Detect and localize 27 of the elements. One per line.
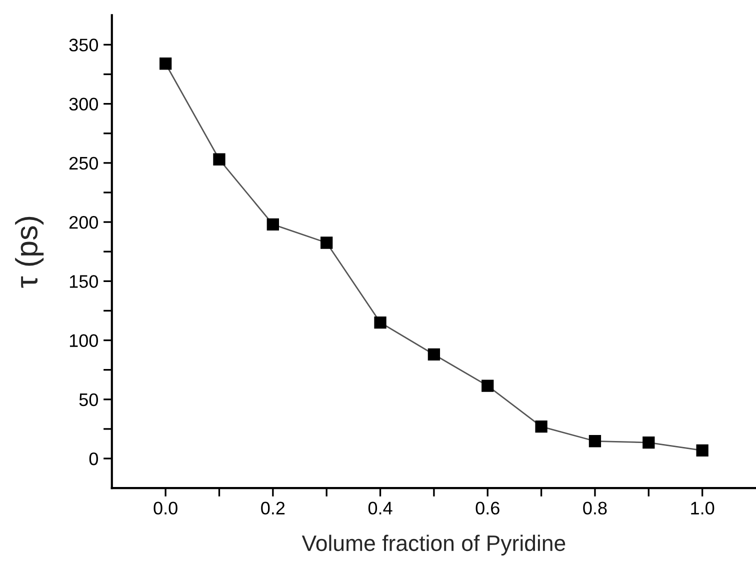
point <box>642 436 655 449</box>
y-tick-label: 50 <box>79 393 98 406</box>
y-tick-label: 200 <box>69 216 98 229</box>
x-tick-label: 0.0 <box>154 502 178 515</box>
point <box>159 58 172 70</box>
point <box>588 435 602 448</box>
y-tick-label: 300 <box>69 98 98 111</box>
x-axis-title: Volume fraction of Pyridine <box>302 534 566 556</box>
y-tick-label: 350 <box>69 38 98 52</box>
point <box>213 153 226 166</box>
x-tick-label: 0.4 <box>368 502 392 515</box>
y-tick-label: 250 <box>69 156 98 170</box>
point <box>482 380 494 392</box>
point <box>374 316 386 329</box>
point <box>428 348 440 361</box>
x-tick-label: 0.2 <box>261 502 285 515</box>
x-tick-label: 0.6 <box>476 502 500 515</box>
y-tick-label: 0 <box>89 452 98 466</box>
point <box>696 444 708 457</box>
y-axis-title: τ (ps) <box>15 216 44 288</box>
y-tick-label: 100 <box>70 334 98 347</box>
y-tick-label: 150 <box>70 275 98 288</box>
x-tick-label: 0.8 <box>583 502 607 515</box>
point <box>266 218 279 230</box>
point <box>535 420 548 433</box>
x-tick-label: 1.0 <box>691 502 714 515</box>
point <box>320 236 333 249</box>
